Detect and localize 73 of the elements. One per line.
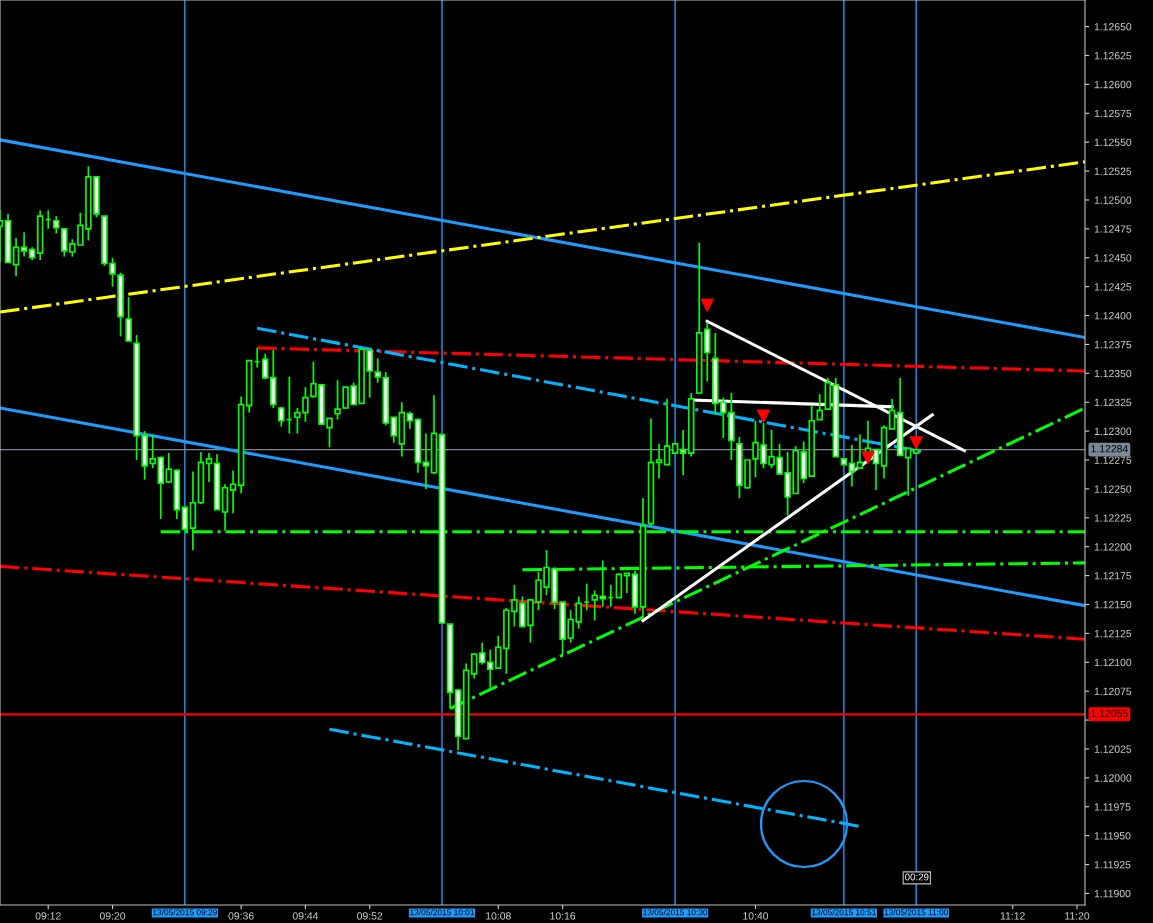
- candlestick: [663, 397, 671, 466]
- y-tick-label: 1.11975: [1094, 803, 1131, 811]
- y-tick-label: 1.12250: [1094, 485, 1132, 493]
- ref-line-label: 13/05/2015 10:30: [643, 909, 708, 916]
- x-tick-label: 10:16: [550, 912, 576, 920]
- x-tick-label: 09:44: [292, 912, 319, 920]
- x-tick-label: 11:20: [1065, 912, 1090, 920]
- y-tick-label: 1.11925: [1094, 861, 1131, 869]
- y-tick-label: 1.12550: [1094, 138, 1132, 147]
- y-tick-label: 1.12350: [1094, 369, 1132, 378]
- y-tick-label: 1.12150: [1094, 600, 1132, 609]
- x-tick-label: 09:52: [357, 912, 383, 920]
- ref-line-label: 13/05/2015 10:51: [812, 909, 876, 916]
- candlestick: [655, 442, 663, 480]
- annotation: 00:29: [905, 873, 929, 881]
- y-tick-label: 1.12275: [1094, 456, 1132, 464]
- y-tick-label: 1.11900: [1094, 889, 1131, 898]
- ref-line-label: 13/05/2015 09:29: [153, 909, 217, 916]
- x-tick-label: 09:12: [35, 912, 61, 920]
- point: [861, 451, 875, 465]
- y-tick-label: 1.12375: [1094, 340, 1132, 349]
- y-tick-label: 1.12075: [1094, 687, 1132, 696]
- candlestick: [679, 429, 687, 476]
- candlestick: [856, 433, 864, 469]
- candlestick: [229, 469, 237, 515]
- y-tick-label: 1.12600: [1094, 80, 1132, 89]
- candlestick: [422, 432, 430, 490]
- candlestick: [390, 416, 398, 444]
- y-tick-label: 1.12425: [1094, 283, 1132, 291]
- y-tick-label: 1.12500: [1094, 196, 1132, 204]
- candlestick: [12, 237, 20, 278]
- y-tick-label: 1.12400: [1094, 312, 1132, 320]
- x-tick-label: 10:08: [486, 912, 511, 920]
- candlestick: [470, 653, 478, 680]
- y-tick-label: 1.12225: [1094, 514, 1132, 522]
- y-tick-label: 1.12450: [1094, 254, 1132, 262]
- y-tick-label: 1.12100: [1094, 658, 1132, 667]
- point: [757, 409, 771, 423]
- y-tick-label: 1.11950: [1094, 832, 1131, 840]
- candlestick: [904, 447, 912, 497]
- candlestick: [888, 397, 896, 430]
- point: [909, 436, 923, 450]
- y-tick-label: 1.12525: [1094, 167, 1132, 175]
- candlestick: [478, 641, 486, 666]
- candlestick: [20, 231, 28, 258]
- candlestick: [165, 452, 173, 484]
- y-tick-label: 1.12475: [1094, 225, 1132, 233]
- y-tick-label: 1.12175: [1094, 572, 1132, 580]
- y-tick-label: 1.12325: [1094, 398, 1132, 407]
- y-tick-label: 1.12025: [1094, 745, 1132, 753]
- ref-line-label: 1.12055: [1091, 709, 1128, 718]
- y-tick-label: 1.12000: [1094, 774, 1132, 782]
- candlestick: [205, 452, 213, 483]
- candlestick: [623, 572, 631, 594]
- y-tick-label: 1.12650: [1094, 23, 1132, 31]
- candlestick: [816, 393, 824, 421]
- y-tick-label: 1.12575: [1094, 109, 1132, 118]
- candlestick: [125, 296, 132, 342]
- x-tick-label: 09:20: [99, 912, 126, 920]
- ref-line-label: 13/05/2015 10:01: [410, 909, 475, 916]
- x-tick-label: 11:12: [1000, 912, 1025, 920]
- x-tick-label: 10:40: [743, 912, 769, 920]
- y-tick-label: 1.12300: [1094, 427, 1132, 435]
- x-tick-label: 09:36: [228, 912, 254, 920]
- candlestick: [261, 352, 269, 380]
- candlestick: [591, 589, 598, 622]
- y-tick-label: 1.12625: [1094, 51, 1132, 60]
- point: [700, 298, 714, 312]
- ref-line-label: 13/05/2015 11:00: [884, 909, 949, 916]
- ref-line-label: 1.12284: [1091, 445, 1128, 453]
- candlestick: [615, 572, 623, 599]
- y-tick-label: 1.12200: [1094, 543, 1132, 551]
- y-tick-label: 1.12125: [1094, 629, 1132, 638]
